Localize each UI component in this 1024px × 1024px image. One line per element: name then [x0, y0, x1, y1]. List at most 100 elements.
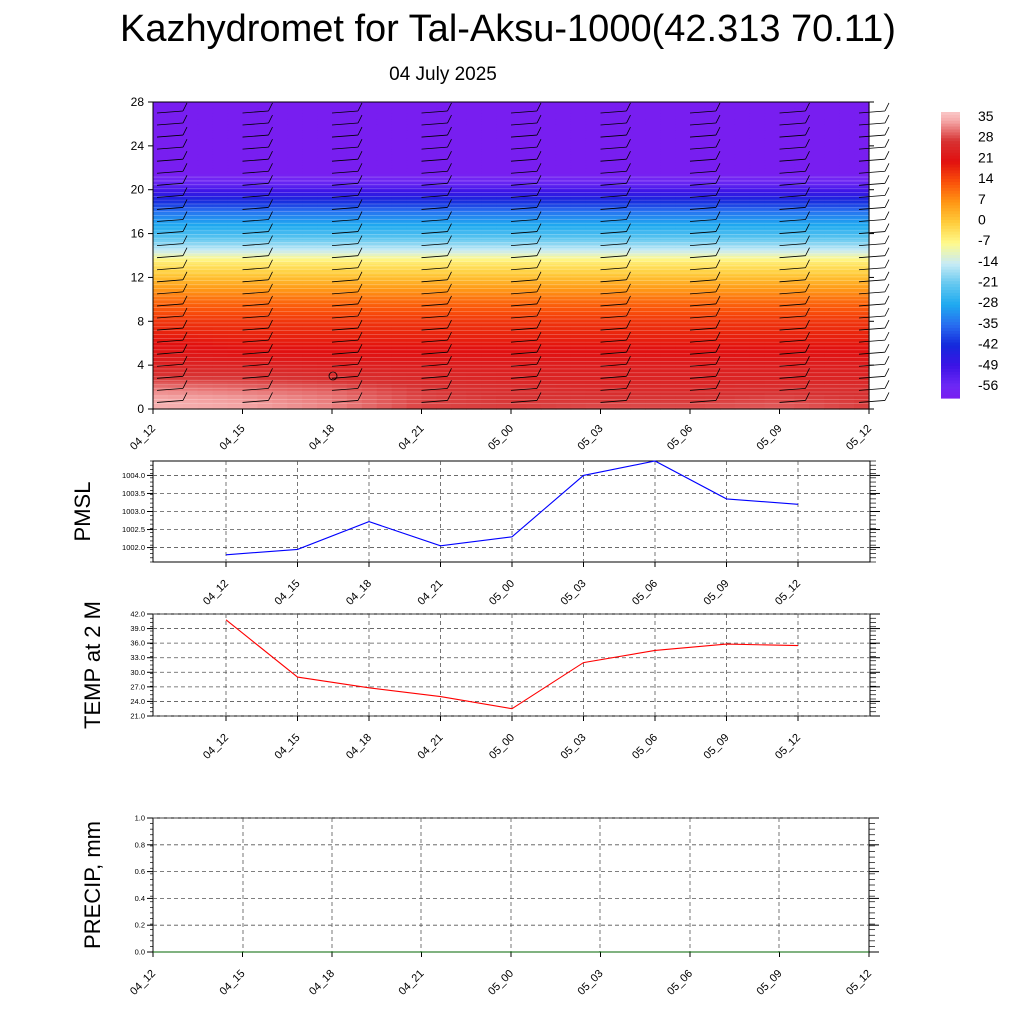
heatmap-cell: [182, 315, 199, 320]
heatmap-cell: [451, 145, 467, 150]
heatmap-cell: [302, 225, 318, 229]
heatmap-cell: [272, 348, 288, 353]
heatmap-cell: [197, 288, 214, 292]
heatmap-cell: [481, 348, 497, 353]
heatmap-cell: [182, 381, 199, 385]
heatmap-cell: [436, 400, 452, 405]
heatmap-cell: [645, 296, 661, 300]
heatmap-cell: [749, 132, 766, 136]
heatmap-cell: [675, 395, 691, 399]
heatmap-cell: [167, 370, 184, 374]
heatmap-cell: [436, 318, 452, 322]
heatmap-cell: [540, 244, 557, 248]
heatmap-cell: [570, 403, 587, 407]
heatmap-cell: [346, 189, 363, 194]
heatmap-cell: [645, 332, 661, 336]
heatmap-cell: [719, 403, 736, 407]
heatmap-cell: [466, 304, 482, 309]
heatmap-cell: [585, 126, 602, 131]
heatmap-cell: [421, 307, 438, 311]
heatmap-cell: [272, 252, 288, 257]
heatmap-cell: [570, 334, 587, 339]
heatmap-cell: [540, 313, 557, 317]
heatmap-cell: [734, 173, 751, 177]
heatmap-cell: [167, 197, 184, 202]
heatmap-cell: [287, 181, 303, 185]
heatmap-cell: [585, 203, 602, 207]
heatmap-cell: [630, 398, 646, 402]
heatmap-cell: [809, 200, 825, 205]
heatmap-cell: [406, 381, 423, 385]
heatmap-cell: [332, 219, 348, 224]
heatmap-cell: [391, 299, 408, 303]
heatmap-cell: [242, 324, 259, 328]
heatmap-cell: [600, 184, 617, 188]
heatmap-cell: [272, 126, 288, 131]
heatmap-cell: [809, 345, 825, 350]
heatmap-cell: [645, 378, 661, 383]
heatmap-cell: [824, 274, 840, 279]
heatmap-cell: [734, 244, 751, 248]
heatmap-cell: [287, 376, 303, 380]
heatmap-cell: [317, 288, 333, 292]
heatmap-cell: [227, 200, 244, 205]
heatmap-cell: [421, 367, 438, 372]
heatmap-cell: [809, 354, 825, 358]
heatmap-cell: [675, 288, 691, 292]
heatmap-cell: [182, 159, 199, 163]
heatmap-cell: [660, 302, 676, 306]
heatmap-cell: [525, 228, 542, 232]
heatmap-cell: [332, 288, 348, 292]
heatmap-cell: [704, 310, 721, 314]
heatmap-cell: [257, 162, 273, 166]
heatmap-cell: [212, 373, 229, 377]
heatmap-cell: [153, 184, 169, 188]
heatmap-cell: [481, 340, 497, 344]
heatmap-cell: [272, 359, 288, 363]
heatmap-cell: [630, 282, 646, 287]
heatmap-cell: [466, 343, 482, 347]
heatmap-cell: [794, 354, 810, 358]
heatmap-cell: [406, 208, 423, 213]
heatmap-cell: [242, 280, 259, 284]
heatmap-cell: [704, 348, 721, 353]
heatmap-cell: [734, 332, 751, 336]
heatmap-cell: [496, 304, 512, 309]
heatmap-cell: [451, 258, 467, 262]
heatmap-cell: [734, 337, 751, 342]
heatmap-cell: [287, 151, 303, 155]
heatmap-cell: [839, 151, 855, 155]
heatmap-cell: [153, 282, 169, 287]
heatmap-cell: [481, 132, 497, 136]
heatmap-cell: [555, 359, 572, 363]
heatmap-cell: [540, 247, 557, 251]
heatmap-cell: [615, 143, 631, 147]
heatmap-cell: [600, 334, 617, 339]
heatmap-cell: [570, 239, 587, 243]
heatmap-cell: [436, 247, 452, 251]
heatmap-cell: [182, 269, 199, 273]
heatmap-cell: [839, 222, 855, 226]
heatmap-cell: [466, 247, 482, 251]
heatmap-cell: [182, 151, 199, 155]
heatmap-cell: [242, 222, 259, 226]
heatmap-cell: [734, 348, 751, 353]
heatmap-cell: [451, 148, 467, 152]
heatmap-cell: [704, 203, 721, 207]
heatmap-cell: [153, 247, 169, 251]
heatmap-cell: [242, 217, 259, 221]
heatmap-cell: [257, 271, 273, 276]
heatmap-cell: [824, 203, 840, 207]
heatmap-cell: [242, 239, 259, 243]
heatmap-cell: [824, 208, 840, 213]
heatmap-cell: [436, 126, 452, 131]
heatmap-cell: [824, 244, 840, 248]
heatmap-cell: [332, 296, 348, 300]
heatmap-cell: [615, 271, 631, 276]
heatmap-cell: [182, 162, 199, 166]
heatmap-cell: [496, 269, 512, 273]
heatmap-cell: [690, 378, 706, 383]
heatmap-cell: [317, 186, 333, 191]
heatmap-cell: [197, 123, 214, 128]
heatmap-cell: [197, 389, 214, 394]
